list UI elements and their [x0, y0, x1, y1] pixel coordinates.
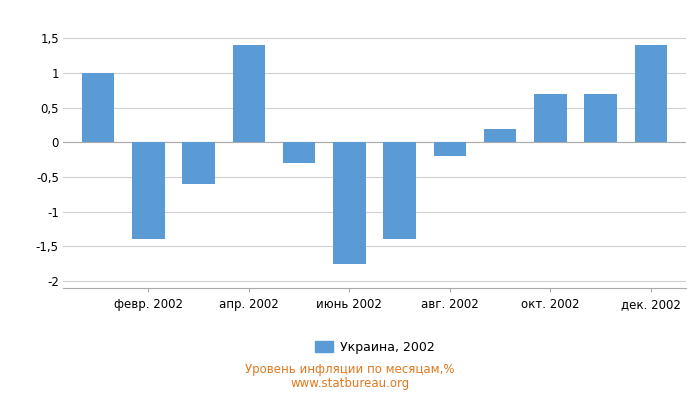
Bar — [534, 94, 567, 142]
Text: Уровень инфляции по месяцам,%: Уровень инфляции по месяцам,% — [245, 364, 455, 376]
Bar — [283, 142, 316, 163]
Legend: Украина, 2002: Украина, 2002 — [314, 341, 435, 354]
Bar — [132, 142, 164, 240]
Bar — [484, 128, 517, 142]
Bar — [384, 142, 416, 240]
Bar — [82, 73, 115, 142]
Bar — [433, 142, 466, 156]
Bar — [333, 142, 365, 264]
Text: www.statbureau.org: www.statbureau.org — [290, 378, 410, 390]
Bar — [232, 45, 265, 142]
Bar — [182, 142, 215, 184]
Bar — [584, 94, 617, 142]
Bar — [634, 45, 667, 142]
